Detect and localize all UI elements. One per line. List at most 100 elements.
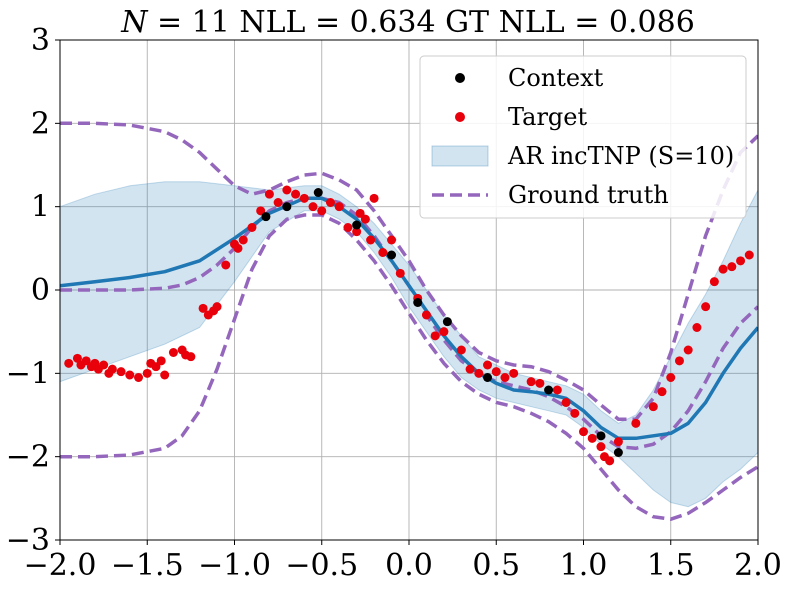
target-point — [299, 193, 309, 203]
target-point — [151, 362, 161, 372]
target-point — [198, 303, 208, 313]
target-point — [570, 408, 580, 418]
target-point — [648, 402, 658, 412]
x-tick-label: −0.5 — [285, 548, 358, 583]
target-point — [72, 353, 82, 363]
y-tick-label: 1 — [31, 190, 50, 225]
x-tick-label: −2.0 — [24, 548, 97, 583]
x-tick-label: 0.5 — [472, 548, 520, 583]
target-point — [474, 368, 484, 378]
target-point — [483, 360, 493, 370]
target-point — [238, 235, 248, 245]
x-tick-label: −1.0 — [198, 548, 271, 583]
target-point — [552, 385, 562, 395]
target-point — [142, 368, 152, 378]
target-point — [186, 352, 196, 362]
target-point — [701, 302, 711, 312]
target-point — [360, 214, 370, 224]
context-point — [413, 298, 423, 307]
target-point — [526, 377, 536, 387]
target-point — [500, 373, 510, 382]
y-tick-label: 2 — [31, 106, 50, 141]
target-point — [355, 208, 365, 218]
target-point — [579, 427, 588, 437]
target-point — [587, 433, 597, 443]
legend-marker-target — [455, 112, 465, 122]
target-point — [613, 437, 623, 447]
target-point — [156, 356, 166, 366]
plot-content — [60, 121, 758, 521]
target-point — [125, 370, 135, 380]
y-tick-label: 0 — [31, 273, 50, 308]
target-point — [657, 387, 667, 397]
target-point — [535, 378, 545, 388]
context-point — [261, 212, 271, 222]
target-point — [221, 260, 231, 270]
target-point — [291, 189, 301, 199]
target-point — [99, 360, 109, 370]
context-point — [596, 431, 606, 441]
x-tick-label: 2.0 — [734, 548, 782, 583]
context-point — [483, 373, 493, 382]
target-point — [736, 256, 746, 266]
target-point — [456, 345, 466, 355]
context-point — [352, 220, 362, 230]
target-point — [273, 198, 283, 207]
legend-label: AR incTNP (S=10) — [507, 142, 734, 170]
target-point — [727, 262, 737, 272]
target-point — [160, 370, 170, 380]
y-tick-label: −2 — [6, 440, 50, 475]
model-uncertainty-band — [60, 181, 758, 508]
legend-label: Context — [508, 64, 604, 92]
context-point — [613, 448, 623, 457]
target-point — [256, 206, 266, 216]
chart-title: N = 11 NLL = 0.634 GT NLL = 0.086 — [120, 5, 695, 40]
target-point — [596, 442, 606, 452]
context-point — [313, 188, 323, 197]
target-point — [116, 367, 126, 377]
legend: Context Target AR incTNP (S=10) Ground trut… — [419, 55, 747, 219]
plot-area: −2.0 −1.5 −1.0 −0.5 0.0 0.5 1.0 1.5 2.0 −3 −2 −1 0 1 2… — [6, 23, 782, 583]
target-point — [168, 348, 178, 357]
target-point — [631, 418, 641, 428]
target-point — [491, 367, 501, 377]
target-point — [683, 345, 693, 355]
target-point — [212, 302, 222, 312]
legend-band-swatch — [431, 145, 489, 167]
context-point — [544, 385, 554, 395]
target-point — [439, 327, 449, 337]
target-point — [744, 250, 754, 260]
target-point — [107, 364, 117, 374]
ground-truth-lower-line — [60, 213, 758, 521]
target-point — [233, 243, 243, 253]
x-tick-label: −1.5 — [111, 548, 184, 583]
target-point — [334, 202, 344, 212]
target-point — [718, 264, 728, 274]
target-point — [81, 356, 91, 366]
y-tick-label: −1 — [6, 356, 50, 391]
target-point — [605, 456, 615, 466]
context-point — [442, 317, 452, 327]
x-tick-label: 0.0 — [385, 548, 433, 583]
target-point — [465, 364, 475, 374]
target-point — [692, 323, 702, 332]
x-tick-label: 1.0 — [560, 548, 608, 583]
target-point — [64, 358, 74, 368]
target-point — [709, 277, 719, 287]
target-point — [674, 356, 684, 366]
target-point — [387, 235, 397, 245]
target-point — [421, 310, 431, 320]
legend-label: Target — [508, 103, 587, 131]
target-point — [369, 193, 379, 203]
y-tick-label: 3 — [31, 23, 50, 58]
target-point — [395, 268, 405, 278]
target-point — [378, 248, 388, 257]
legend-label: Ground truth — [508, 181, 669, 209]
legend-box — [419, 55, 747, 219]
target-point — [430, 331, 440, 341]
target-point — [666, 373, 676, 382]
target-point — [343, 223, 353, 232]
target-point — [247, 223, 257, 232]
ground-truth-upper-line — [60, 121, 758, 421]
